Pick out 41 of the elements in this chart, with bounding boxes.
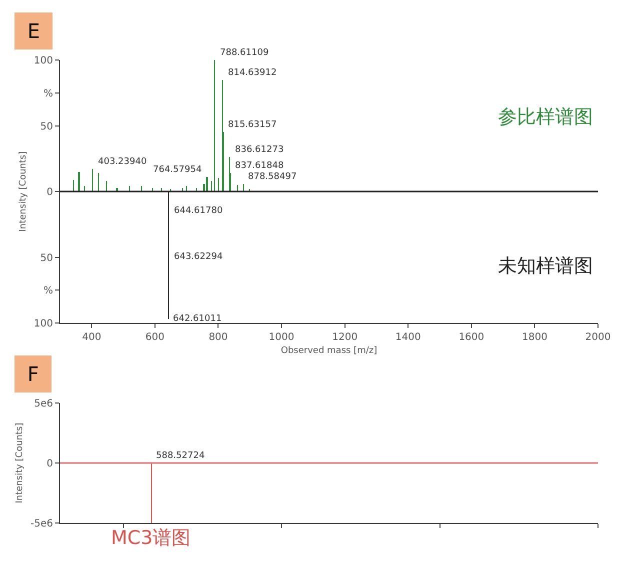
x-tick-label: 800 bbox=[208, 332, 228, 343]
x-axis-title: Observed mass [m/z] bbox=[280, 346, 378, 356]
annotation: 878.58497 bbox=[248, 172, 297, 182]
y-tick-label: 0 bbox=[46, 187, 53, 198]
text: 未知样谱图 bbox=[498, 255, 593, 277]
annotation: 644.61780 bbox=[174, 206, 223, 216]
annotation: 643.62294 bbox=[174, 252, 223, 262]
y-axis-title: Intensity [Counts] bbox=[14, 422, 25, 504]
annotation: 588.52724 bbox=[156, 451, 205, 461]
text: E bbox=[21, 19, 46, 43]
text: F bbox=[21, 362, 46, 386]
bar bbox=[206, 177, 208, 192]
y-tick-label: % bbox=[43, 286, 53, 297]
y-tick-label: 5e6 bbox=[34, 398, 53, 410]
annotation: 815.63157 bbox=[228, 120, 277, 130]
y-tick-label: % bbox=[43, 88, 53, 100]
annotation: 764.57954 bbox=[153, 165, 202, 175]
annotation: 788.61109 bbox=[220, 48, 269, 58]
x-tick-label: 2000 bbox=[585, 332, 611, 343]
y-tick-label: 50 bbox=[40, 121, 53, 132]
annotation: 403.23940 bbox=[98, 157, 147, 167]
y-tick-label: 0 bbox=[46, 458, 53, 470]
x-tick-label: 1200 bbox=[332, 332, 358, 343]
y-axis-title: Intensity [Counts] bbox=[18, 151, 28, 232]
series-label: MC3谱图 bbox=[111, 527, 191, 549]
x-tick-label: 1800 bbox=[522, 332, 548, 343]
y-tick-label: -5e6 bbox=[30, 518, 53, 530]
y-tick-label: 100 bbox=[34, 318, 53, 330]
x-tick-label: 400 bbox=[82, 332, 102, 343]
x-tick-label: 1600 bbox=[458, 332, 484, 343]
x-tick-label: 600 bbox=[145, 332, 164, 343]
y-tick-label: 50 bbox=[40, 252, 53, 264]
x-tick-label: 1000 bbox=[268, 332, 294, 343]
bar bbox=[78, 172, 80, 192]
annotation: 642.61011 bbox=[173, 314, 222, 324]
annotation: 836.61273 bbox=[235, 145, 284, 155]
annotation: 837.61848 bbox=[235, 161, 284, 171]
annotation: 814.63912 bbox=[228, 68, 277, 78]
x-tick-label: 1400 bbox=[395, 332, 421, 343]
y-tick-label: 100 bbox=[34, 56, 53, 66]
text: 参比样谱图 bbox=[498, 106, 593, 128]
